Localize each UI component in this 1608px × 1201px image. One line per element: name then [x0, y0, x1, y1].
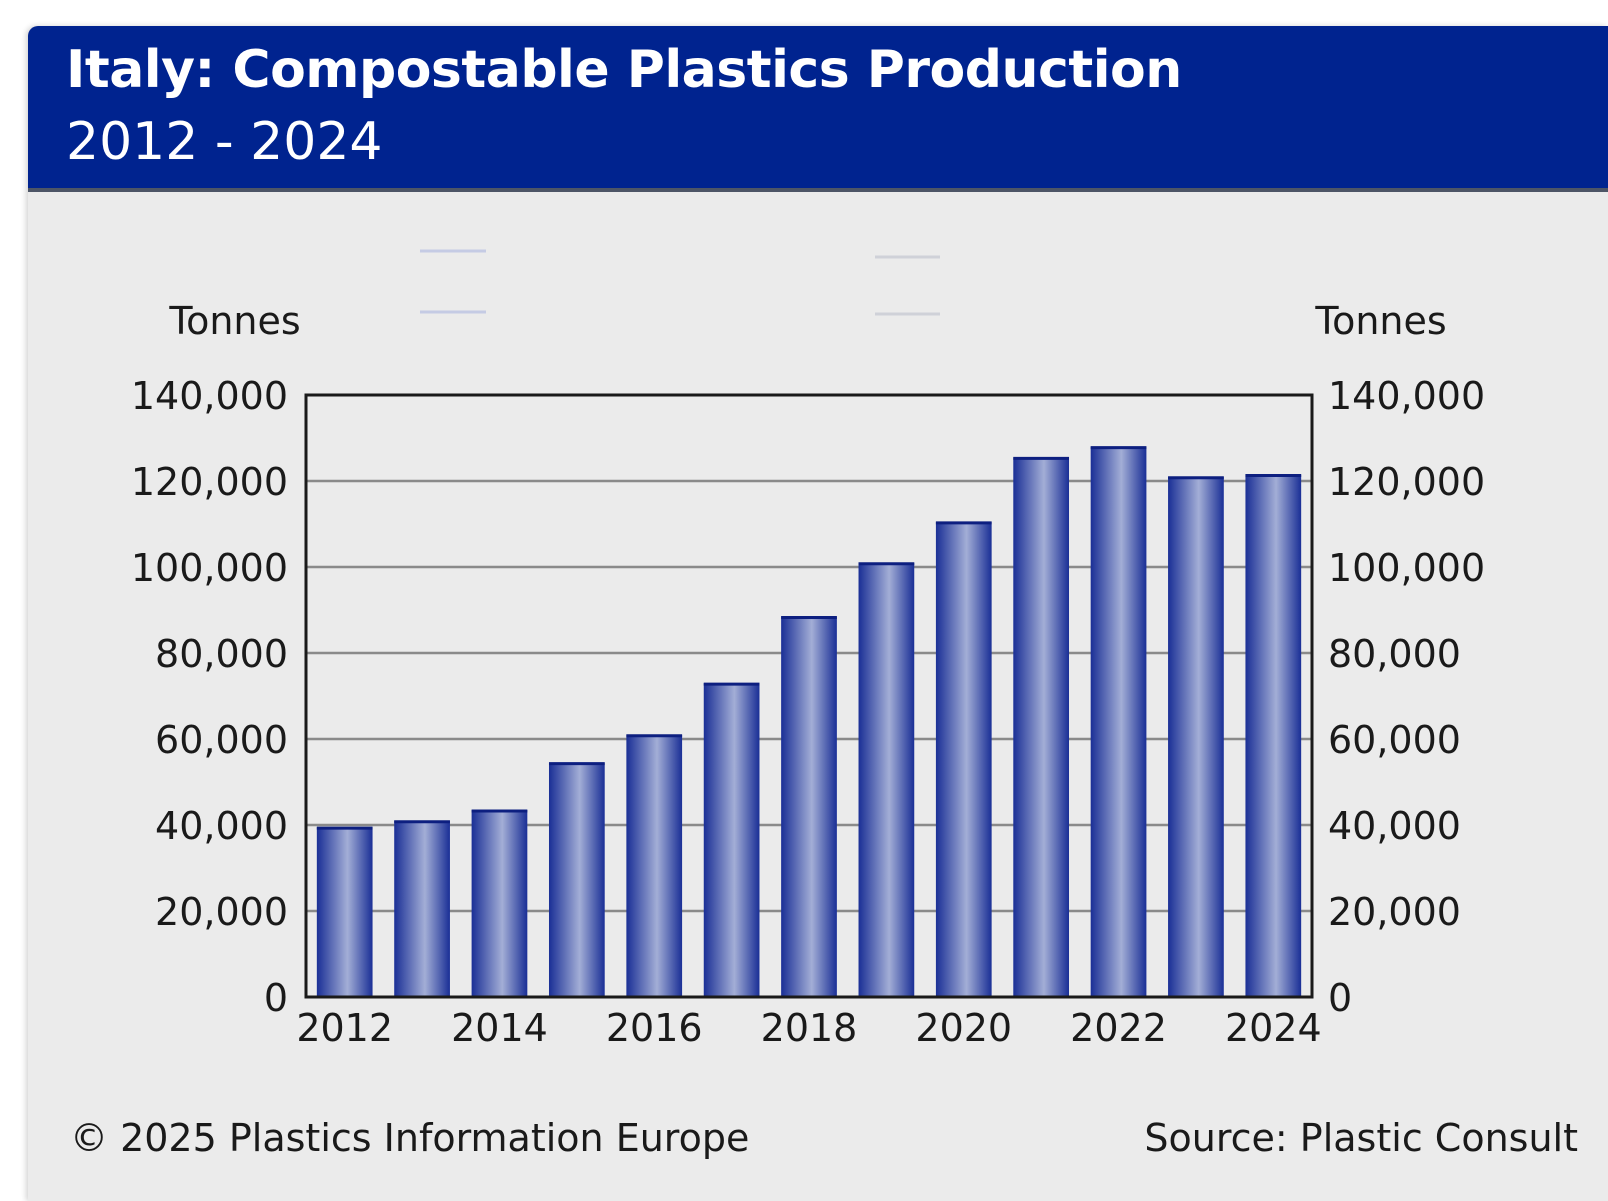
bar-2018 [781, 615, 837, 997]
bar-fill [703, 683, 760, 997]
x-tick-label: 2012 [296, 1006, 393, 1050]
y-tick-label-right: 60,000 [1328, 718, 1461, 762]
bar-fill [548, 762, 605, 997]
y-tick-label-right: 120,000 [1328, 460, 1485, 504]
bar-chart: 0 20,000 40,000 60,000 80,000 100,000 120,000 1… [131, 249, 1485, 1050]
bar-fill [781, 616, 837, 997]
chart-title: Italy: Compostable Plastics Production [66, 40, 1182, 100]
bar-2021 [1013, 456, 1070, 998]
bar-fill [1168, 476, 1224, 997]
bar-2022 [1090, 446, 1147, 998]
bar-fill [626, 734, 683, 997]
bar-fill [316, 827, 373, 997]
y-tick-label-left: 120,000 [131, 460, 288, 504]
bar-fill [858, 562, 915, 997]
chart-header: Italy: Compostable Plastics Production 2… [28, 26, 1608, 192]
bar-2017 [703, 682, 760, 997]
x-tick-label: 2022 [1070, 1006, 1167, 1050]
bar-fill [1013, 457, 1070, 998]
bar-fill [1090, 446, 1147, 998]
bar-2016 [626, 734, 683, 997]
copyright-note: © 2025 Plastics Information Europe [70, 1116, 750, 1160]
y-tick-label-right: 0 [1328, 976, 1352, 1020]
y-tick-label-left: 20,000 [155, 890, 288, 934]
x-axis: 2012 2014 2016 2018 2020 2022 2024 [296, 1006, 1321, 1050]
bar-fill [394, 820, 450, 997]
bar-2012 [316, 826, 373, 997]
x-tick-label: 2016 [606, 1006, 703, 1050]
y-tick-label-left: 140,000 [131, 374, 288, 418]
bar-2019 [858, 562, 915, 997]
plot-frame [304, 393, 1314, 999]
y-axis-label-right: Tonnes [1314, 299, 1446, 343]
y-tick-label-right: 100,000 [1328, 546, 1485, 590]
bar-2013 [394, 820, 450, 997]
x-tick-label: 2018 [761, 1006, 858, 1050]
x-tick-label: 2020 [915, 1006, 1012, 1050]
bars [316, 446, 1302, 998]
x-tick-label: 2014 [451, 1006, 548, 1050]
y-tick-label-right: 20,000 [1328, 890, 1461, 934]
y-tick-label-left: 100,000 [131, 546, 288, 590]
bar-2024 [1245, 474, 1302, 997]
y-tick-label-right: 80,000 [1328, 632, 1461, 676]
chart-card: Italy: Compostable Plastics Production 2… [28, 26, 1608, 1201]
chart-subtitle: 2012 - 2024 [66, 112, 383, 172]
y-tick-label-left: 80,000 [155, 632, 288, 676]
y-axis-label-left: Tonnes [168, 299, 300, 343]
bar-fill [471, 809, 528, 997]
legend-stubs [420, 249, 940, 316]
bar-2023 [1168, 476, 1224, 997]
bar-fill [935, 521, 992, 997]
y-axis-right: 0 20,000 40,000 60,000 80,000 100,000 120,000 1… [1328, 374, 1485, 1020]
bar-2014 [471, 809, 528, 997]
y-tick-label-right: 40,000 [1328, 804, 1461, 848]
source-note: Source: Plastic Consult [1144, 1116, 1578, 1160]
y-tick-label-left: 40,000 [155, 804, 288, 848]
bar-2020 [935, 521, 992, 997]
y-tick-label-right: 140,000 [1328, 374, 1485, 418]
bar-fill [1245, 474, 1302, 997]
y-tick-label-left: 0 [264, 976, 288, 1020]
bar-2015 [548, 762, 605, 997]
x-tick-label: 2024 [1225, 1006, 1322, 1050]
y-axis-left: 0 20,000 40,000 60,000 80,000 100,000 120,000 1… [131, 374, 288, 1020]
y-tick-label-left: 60,000 [155, 718, 288, 762]
